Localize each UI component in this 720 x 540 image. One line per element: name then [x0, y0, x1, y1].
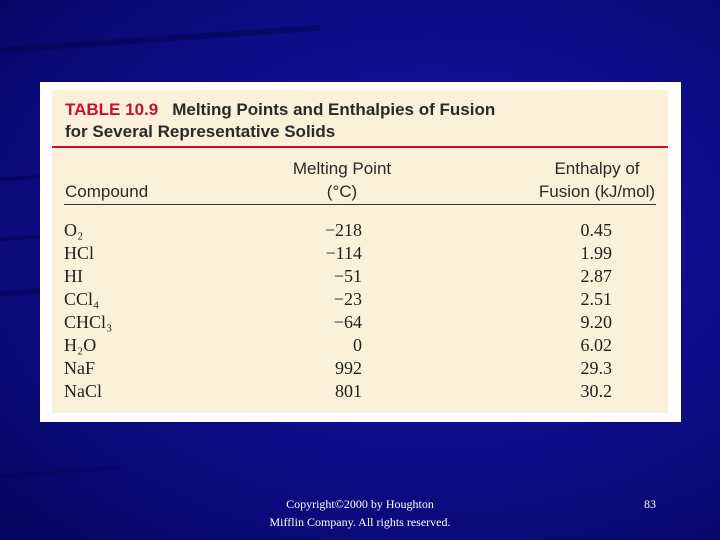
table-row: CHCl₃ −64 9.20: [52, 311, 668, 334]
table-row: NaCl 801 30.2: [52, 380, 668, 403]
table-row: H₂O 0 6.02: [52, 334, 668, 357]
melting-point-cell: −23: [333, 289, 362, 309]
compound-cell: HCl: [64, 243, 95, 263]
header-melting-point-line2: (°C): [326, 182, 358, 201]
table-row: O₂ −218 0.45: [52, 219, 668, 242]
enthalpy-cell: 6.02: [580, 335, 613, 355]
melting-point-cell: −114: [325, 243, 362, 263]
caption-rule: [52, 146, 668, 148]
header-melting-point: Melting Point (°C): [267, 157, 417, 203]
header-enthalpy-line1: Enthalpy of: [554, 159, 640, 178]
table-caption: TABLE 10.9 Melting Points and Enthalpies …: [65, 99, 655, 143]
background-streak: [0, 174, 40, 182]
melting-point-cell: −64: [333, 312, 362, 332]
compound-cell: NaF: [64, 358, 95, 378]
header-melting-point-line1: Melting Point: [292, 159, 392, 178]
melting-point-cell: 801: [335, 381, 362, 401]
copyright-line2: Mifflin Company. All rights reserved.: [269, 515, 451, 529]
table-row: HI −51 2.87: [52, 265, 668, 288]
slide-number: 83: [644, 497, 656, 511]
melting-point-cell: −218: [324, 220, 362, 240]
table-row: CCl₄ −23 2.51: [52, 288, 668, 311]
melting-point-cell: −51: [333, 266, 362, 286]
enthalpy-cell: 2.51: [580, 289, 613, 309]
table-title-line1: Melting Points and Enthalpies of Fusion: [172, 100, 496, 119]
background-streak: [0, 24, 320, 54]
table-title-line2: for Several Representative Solids: [65, 122, 336, 141]
compound-cell: HI: [64, 266, 83, 286]
header-enthalpy: Enthalpy of Fusion (kJ/mol): [502, 157, 692, 203]
header-enthalpy-line2: Fusion (kJ/mol): [538, 182, 656, 201]
enthalpy-cell: 9.20: [580, 312, 613, 332]
table-row: HCl −114 1.99: [52, 242, 668, 265]
background-streak: [0, 465, 120, 479]
copyright-line1: Copyright©2000 by Houghton: [286, 497, 434, 511]
background-streak: [0, 288, 40, 297]
compound-cell: NaCl: [64, 381, 102, 401]
enthalpy-cell: 30.2: [580, 381, 613, 401]
melting-point-cell: 0: [353, 335, 362, 355]
compound-cell: CHCl₃: [64, 312, 113, 332]
melting-point-cell: 992: [335, 358, 362, 378]
enthalpy-cell: 1.99: [580, 243, 613, 263]
copyright-footer: Copyright©2000 by Houghton Mifflin Compa…: [230, 495, 490, 531]
compound-cell: CCl₄: [64, 289, 100, 309]
table-body: O₂ −218 0.45 HCl −114 1.99 HI −51 2.87 C…: [52, 219, 668, 403]
enthalpy-cell: 29.3: [580, 358, 613, 378]
compound-cell: O₂: [64, 220, 84, 240]
enthalpy-cell: 0.45: [580, 220, 613, 240]
compound-cell: H₂O: [64, 335, 97, 355]
data-table: TABLE 10.9 Melting Points and Enthalpies …: [52, 90, 668, 413]
header-rule: [64, 204, 656, 205]
header-compound: Compound: [65, 182, 149, 201]
background-streak: [0, 234, 40, 242]
table-row: NaF 992 29.3: [52, 357, 668, 380]
table-number: TABLE 10.9: [65, 100, 159, 119]
enthalpy-cell: 2.87: [580, 266, 613, 286]
table-image-frame: TABLE 10.9 Melting Points and Enthalpies …: [40, 82, 681, 422]
